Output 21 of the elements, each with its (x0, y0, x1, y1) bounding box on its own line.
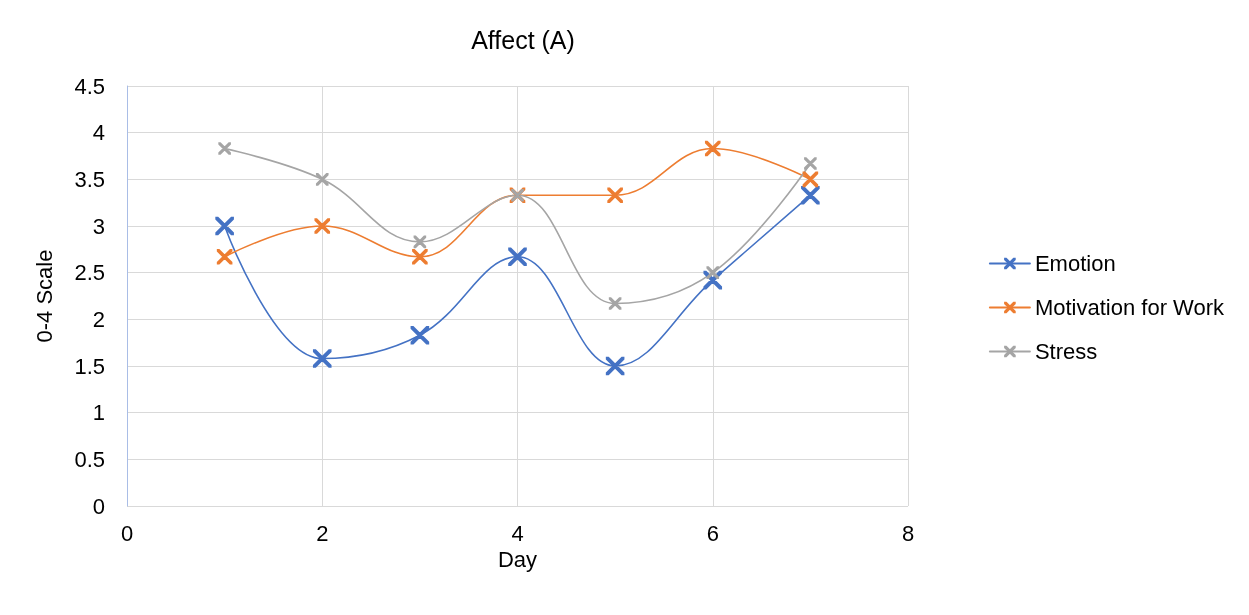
y-tick-label: 3.5 (74, 166, 105, 192)
y-axis-title: 0-4 Scale (31, 249, 57, 343)
legend-label: Stress (1034, 339, 1098, 364)
y-tick-label: 2 (92, 306, 105, 332)
y-tick-label: 1 (92, 400, 105, 426)
y-tick-label: 3 (92, 213, 105, 239)
x-tick-label: 0 (120, 520, 134, 546)
legend-label: Motivation for Work (1034, 295, 1225, 320)
y-tick-label: 2.5 (74, 260, 105, 286)
chart-title: Affect (A) (471, 25, 575, 54)
y-tick-label: 4 (92, 120, 105, 146)
x-axis-title: Day (497, 547, 538, 573)
y-tick-label: 0 (92, 493, 105, 519)
y-tick-label: 1.5 (74, 353, 105, 379)
x-tick-label: 2 (316, 520, 329, 546)
y-tick-label: 0.5 (74, 446, 105, 472)
x-tick-label: 4 (511, 520, 524, 546)
x-tick-label: 6 (706, 520, 719, 546)
y-tick-label: 4.5 (74, 73, 105, 99)
legend-label: Emotion (1034, 251, 1116, 276)
x-tick-label: 8 (901, 520, 915, 546)
